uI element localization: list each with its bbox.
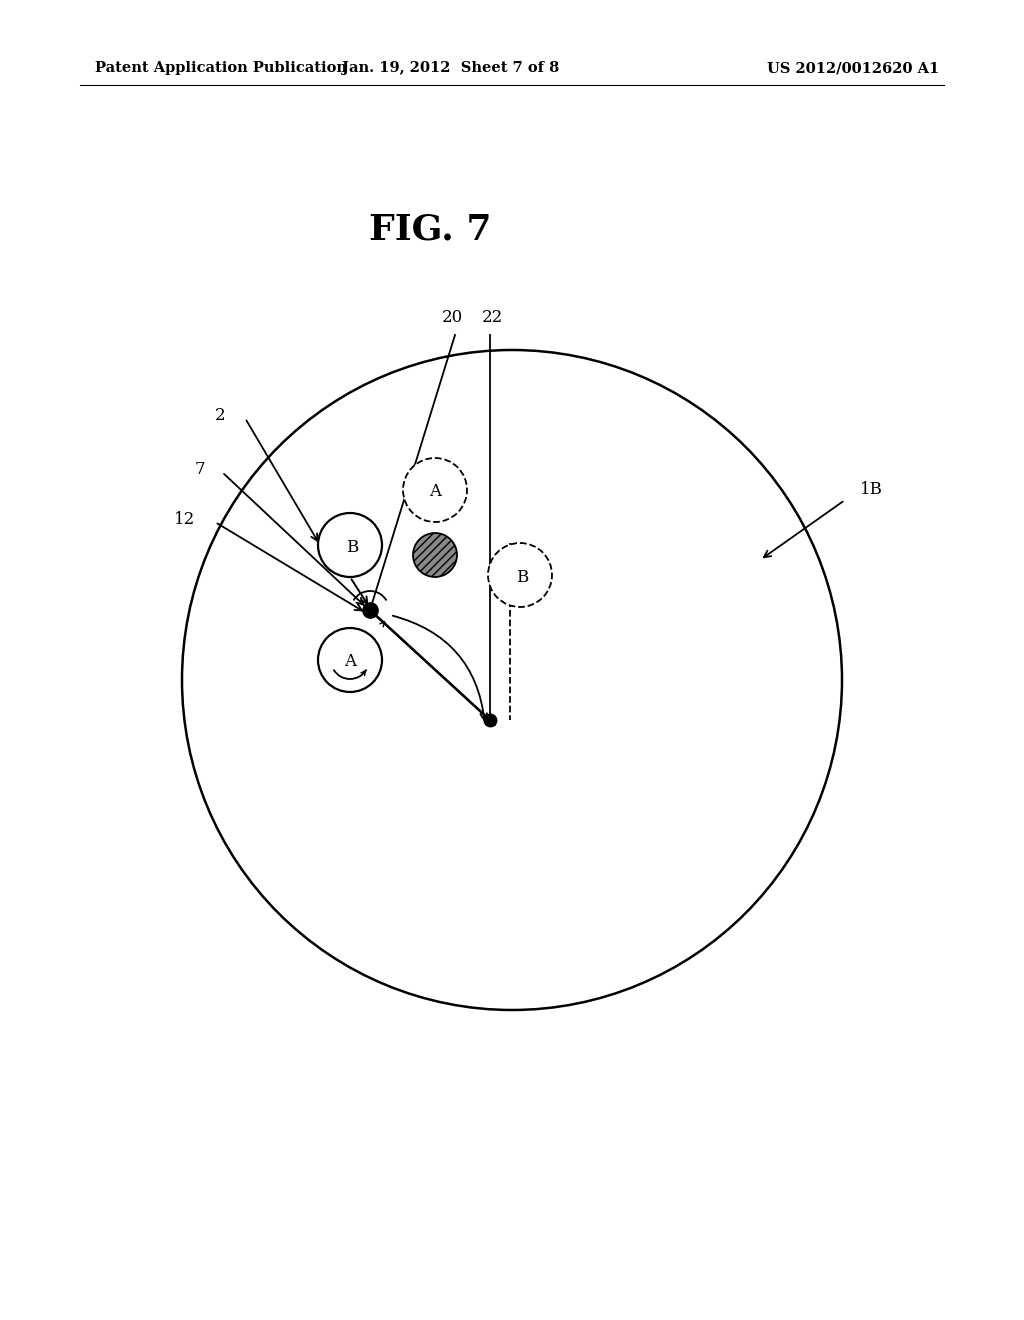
Circle shape bbox=[413, 533, 457, 577]
Circle shape bbox=[488, 543, 552, 607]
Text: 7: 7 bbox=[195, 462, 205, 479]
Text: B: B bbox=[516, 569, 528, 586]
Text: Jan. 19, 2012  Sheet 7 of 8: Jan. 19, 2012 Sheet 7 of 8 bbox=[342, 61, 559, 75]
Text: A: A bbox=[429, 483, 441, 499]
Text: 2: 2 bbox=[214, 407, 225, 424]
Circle shape bbox=[318, 513, 382, 577]
Text: FIG. 7: FIG. 7 bbox=[369, 213, 492, 247]
Circle shape bbox=[403, 458, 467, 521]
Text: US 2012/0012620 A1: US 2012/0012620 A1 bbox=[767, 61, 939, 75]
Text: B: B bbox=[346, 539, 358, 556]
Text: 1B: 1B bbox=[860, 482, 883, 499]
Text: A: A bbox=[344, 652, 356, 669]
Text: Patent Application Publication: Patent Application Publication bbox=[95, 61, 347, 75]
Text: 12: 12 bbox=[174, 511, 195, 528]
Circle shape bbox=[318, 628, 382, 692]
Text: 22: 22 bbox=[481, 309, 503, 326]
Text: 20: 20 bbox=[441, 309, 463, 326]
